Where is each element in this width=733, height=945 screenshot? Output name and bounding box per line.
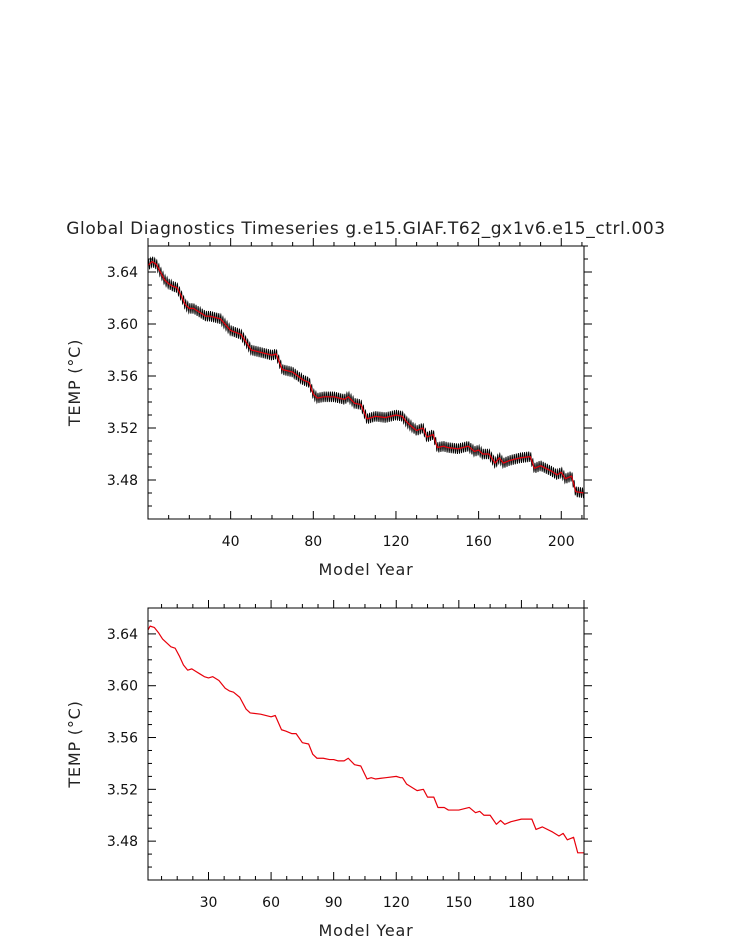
y-tick-label: 3.60 <box>107 317 138 333</box>
series-line-monthly <box>148 256 584 499</box>
x-tick-label: 200 <box>548 534 575 550</box>
panel-monthly-timeseries: 40 80 120 160 200 3.48 3.52 3.56 3.60 3.64 Model … <box>65 238 592 579</box>
x-axis-label: Model Year <box>319 921 414 940</box>
y-tick-label: 3.48 <box>107 834 138 850</box>
series-line-annual-mean <box>148 261 584 494</box>
x-tick-label: 40 <box>222 534 240 550</box>
y-tick-label: 3.52 <box>107 782 138 798</box>
y-tick-label: 3.60 <box>107 679 138 695</box>
y-axis-label: TEMP (°C) <box>65 700 84 788</box>
x-tick-label: 80 <box>304 534 322 550</box>
series-line-annual-mean <box>148 625 584 854</box>
chart-title: Global Diagnostics Timeseries g.e15.GIAF… <box>66 219 665 239</box>
x-tick-label: 60 <box>262 895 280 911</box>
x-axis-label: Model Year <box>319 560 414 579</box>
y-axis-label: TEMP (°C) <box>65 339 84 427</box>
x-tick-label: 30 <box>200 895 218 911</box>
y-tick-label: 3.48 <box>107 473 138 489</box>
plot-frame <box>147 245 585 520</box>
x-tick-label: 120 <box>383 534 410 550</box>
x-tick-label: 160 <box>465 534 492 550</box>
x-tick-label: 150 <box>445 895 472 911</box>
panel-annual-mean: 30 60 90 120 150 180 3.48 3.52 3.56 3.60 3.64 Mode… <box>65 600 592 940</box>
plot-frame <box>147 607 585 881</box>
y-tick-label: 3.56 <box>107 369 138 385</box>
y-tick-label: 3.64 <box>107 265 138 281</box>
x-tick-label: 180 <box>508 895 535 911</box>
y-tick-label: 3.52 <box>107 421 138 437</box>
x-tick-label: 90 <box>325 895 343 911</box>
y-tick-label: 3.56 <box>107 731 138 747</box>
y-tick-label: 3.64 <box>107 627 138 643</box>
x-tick-label: 120 <box>383 895 410 911</box>
